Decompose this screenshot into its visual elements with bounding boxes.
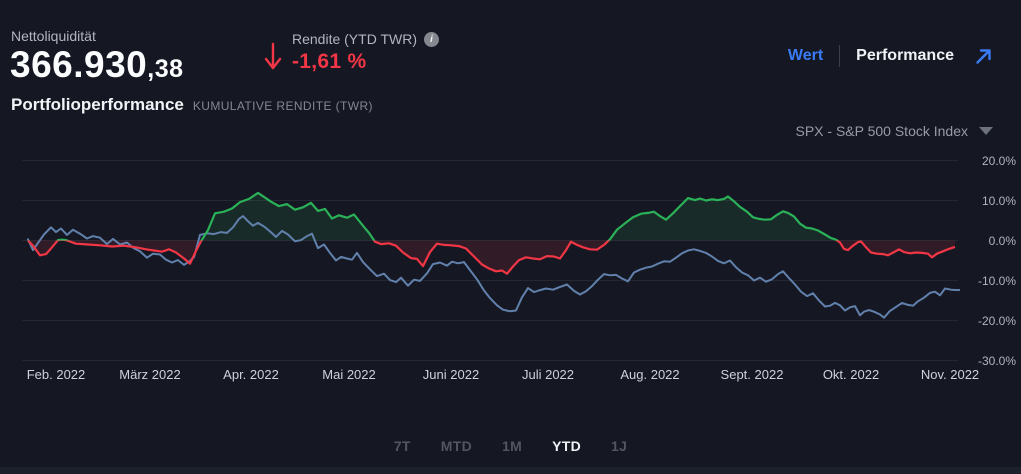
benchmark-selector-label: SPX - S&P 500 Stock Index — [795, 123, 968, 139]
view-toggle-performance-link[interactable]: Performance — [856, 47, 954, 64]
x-axis-label: Juni 2022 — [422, 367, 480, 382]
toggle-divider — [839, 45, 841, 67]
timeframe-7t[interactable]: 7T — [393, 438, 411, 454]
down-arrow-icon — [264, 42, 282, 70]
net-liquidity-value: 366.930,38 — [10, 44, 184, 86]
y-axis-label: 0.0% — [988, 233, 1016, 248]
y-axis-label: -10.0% — [977, 273, 1016, 288]
section-subtitle: KUMULATIVE RENDITE (TWR) — [192, 99, 373, 113]
performance-chart[interactable] — [20, 145, 960, 365]
return-value: -1,61 % — [292, 50, 367, 73]
section-title-row: Portfolioperformance KUMULATIVE RENDITE … — [11, 95, 373, 115]
net-liquidity-label: Nettoliquidität — [11, 28, 96, 44]
y-axis: 20.0% 10.0% 0.0% -10.0% -20.0% -30.0% — [976, 0, 1016, 474]
net-liquidity-value-main: 366.930 — [10, 44, 148, 85]
x-axis-label: Okt. 2022 — [822, 367, 880, 382]
info-icon[interactable]: i — [423, 31, 439, 47]
return-label: Rendite (YTD TWR) — [292, 31, 417, 47]
expand-arrow-icon[interactable] — [974, 47, 993, 66]
y-axis-label: -30.0% — [977, 353, 1016, 368]
benchmark-selector[interactable]: SPX - S&P 500 Stock Index — [795, 123, 993, 139]
x-axis: Feb. 2022 März 2022 Apr. 2022 Mai 2022 Juni … — [0, 367, 1021, 385]
view-toggle: Wert Performance — [788, 45, 993, 67]
timeframe-selector: 7T MTD 1M YTD 1J — [0, 438, 1021, 454]
x-axis-label: Feb. 2022 — [26, 367, 86, 382]
x-axis-label: Sept. 2022 — [720, 367, 784, 382]
timeframe-1j[interactable]: 1J — [610, 438, 628, 454]
y-axis-label: 20.0% — [981, 153, 1016, 168]
return-block: Rendite (YTD TWR) i -1,61 % — [262, 31, 439, 74]
x-axis-label: Mai 2022 — [322, 367, 376, 382]
chevron-down-icon — [979, 127, 993, 135]
x-axis-label: Nov. 2022 — [920, 367, 980, 382]
portfolio-line-positive — [28, 191, 862, 241]
portfolio-line-negative — [27, 240, 956, 275]
portfolio-area-positive — [28, 192, 955, 241]
view-toggle-wert-link[interactable]: Wert — [787, 47, 824, 64]
net-liquidity-value-decimals: ,38 — [147, 55, 184, 83]
benchmark-line — [27, 215, 960, 319]
section-title: Portfolioperformance — [11, 95, 184, 114]
y-axis-label: 10.0% — [981, 193, 1016, 208]
bottom-panel-edge — [0, 467, 1021, 474]
portfolio-area-negative — [28, 240, 955, 274]
x-axis-label: Apr. 2022 — [223, 367, 279, 382]
timeframe-mtd[interactable]: MTD — [440, 438, 473, 454]
y-axis-label: -20.0% — [977, 313, 1016, 328]
x-axis-label: Juli 2022 — [521, 367, 575, 382]
x-axis-label: Aug. 2022 — [620, 367, 680, 382]
timeframe-ytd[interactable]: YTD — [552, 438, 581, 454]
timeframe-1m[interactable]: 1M — [502, 438, 523, 454]
x-axis-label: März 2022 — [119, 367, 181, 382]
